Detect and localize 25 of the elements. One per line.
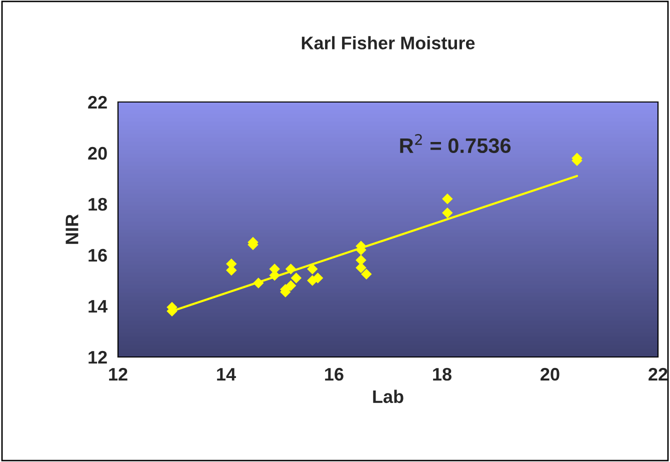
point <box>285 280 296 291</box>
point <box>290 272 302 284</box>
point <box>285 264 296 274</box>
x-axis-title: Lab <box>373 390 404 404</box>
x-tick-label: 18 <box>433 368 452 381</box>
point <box>307 264 318 274</box>
x-tick-label: 22 <box>648 368 668 380</box>
y-tick-label: 12 <box>88 350 107 364</box>
point <box>312 272 324 284</box>
y-tick-label: 16 <box>88 248 107 262</box>
y-tick-label: 22 <box>88 96 107 109</box>
point <box>361 268 372 280</box>
y-axis-title: NIR <box>66 214 78 244</box>
point <box>442 208 453 218</box>
annotation: R$^{2}$ = 0.7536 <box>400 134 511 154</box>
x-tick-label: 16 <box>325 368 344 381</box>
x-tick-label: 12 <box>109 368 128 380</box>
point <box>253 278 264 288</box>
y-tick-label: 20 <box>88 146 107 160</box>
x-tick-label: 14 <box>217 368 236 380</box>
chart-title: Karl Fisher Moisture <box>302 36 475 50</box>
x-tick-label: 20 <box>540 368 560 381</box>
y-tick-label: 14 <box>88 300 108 313</box>
y-tick-label: 18 <box>88 198 108 211</box>
point <box>442 194 453 204</box>
